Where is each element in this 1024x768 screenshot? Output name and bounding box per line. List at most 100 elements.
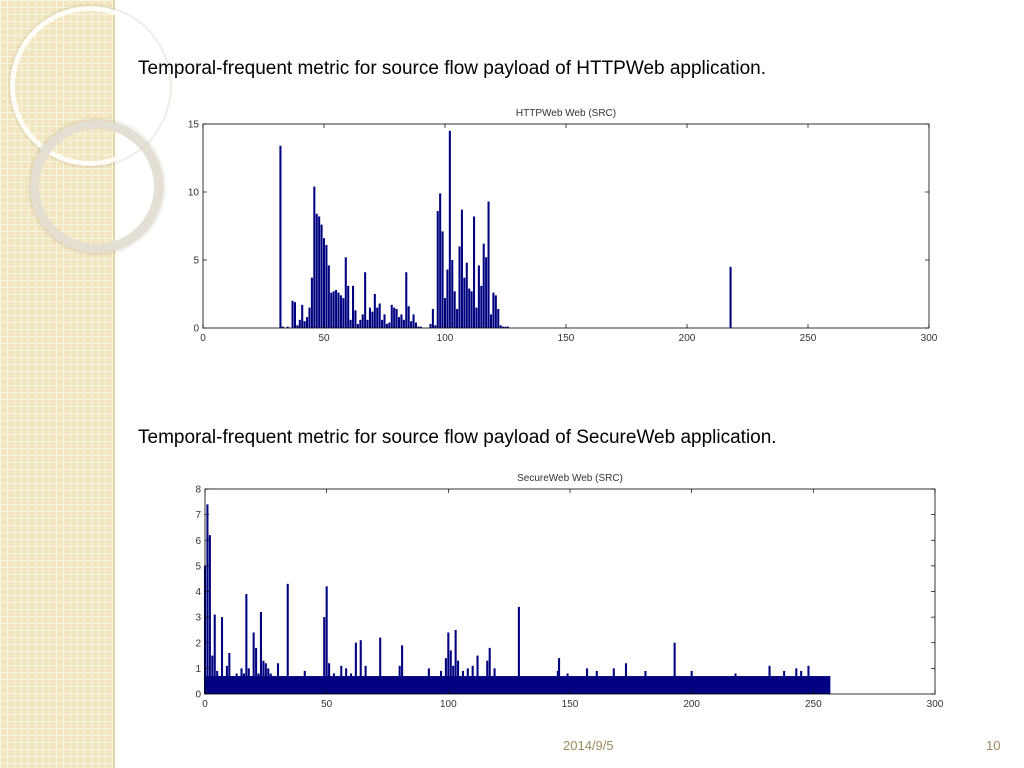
httpweb-bar-84 — [494, 295, 497, 328]
secureweb-bar-36 — [345, 668, 348, 694]
secureweb-bar-28 — [276, 663, 280, 694]
httpweb-bar-1 — [281, 326, 284, 328]
httpweb-xtick-label-150: 150 — [558, 333, 575, 344]
secureweb-bar-1 — [206, 504, 209, 694]
secureweb-bar-31 — [323, 617, 326, 694]
secureweb-bar-74 — [800, 670, 803, 694]
httpweb-bar-25 — [344, 257, 347, 328]
secureweb-bar-55 — [476, 655, 479, 694]
secureweb-bar-23 — [259, 612, 263, 694]
httpweb-bar-54 — [414, 322, 417, 328]
httpweb-bar-43 — [388, 322, 391, 328]
secureweb-figure-background — [178, 467, 948, 714]
secureweb-bar-75 — [807, 665, 810, 694]
httpweb-xtick-label-300: 300 — [921, 333, 938, 344]
httpweb-bar-44 — [390, 304, 393, 328]
secureweb-bar-21 — [255, 647, 258, 694]
secureweb-bar-70 — [734, 673, 737, 694]
httpweb-xtick-label-50: 50 — [318, 333, 330, 344]
secureweb-bar-5 — [216, 670, 219, 694]
secureweb-bar-12 — [233, 678, 236, 694]
httpweb-bar-47 — [397, 317, 401, 328]
secureweb-bar-66 — [624, 663, 628, 694]
secureweb-bar-45 — [439, 670, 443, 694]
httpweb-bar-10 — [308, 307, 311, 328]
httpweb-bar-78 — [480, 285, 483, 328]
secureweb-bar-73 — [795, 668, 798, 694]
secureweb-bar-27 — [269, 673, 272, 694]
httpweb-bar-12 — [313, 186, 316, 328]
httpweb-bar-79 — [482, 243, 485, 328]
httpweb-bar-36 — [371, 311, 374, 328]
secureweb-bar-14 — [238, 678, 241, 694]
httpweb-ytick-label-5: 5 — [193, 256, 199, 267]
secureweb-bar-33 — [328, 663, 331, 694]
httpweb-bar-15 — [320, 224, 323, 328]
httpweb-ytick-label-15: 15 — [188, 120, 200, 131]
httpweb-bar-55 — [417, 326, 420, 328]
secureweb-bar-42 — [398, 665, 401, 694]
secureweb-bar-59 — [517, 606, 520, 694]
chart2-caption: Temporal-frequent metric for source flow… — [138, 427, 777, 448]
httpweb-bar-3 — [291, 300, 294, 328]
decorative-ring-small — [30, 120, 163, 253]
secureweb-bar-4 — [213, 614, 216, 694]
side-panel-border — [113, 0, 115, 768]
httpweb-title: HTTPWeb Web (SRC) — [516, 108, 616, 119]
httpweb-bar-23 — [339, 295, 342, 328]
secureweb-bar-39 — [359, 640, 362, 694]
secureweb-bar-10 — [228, 653, 231, 694]
httpweb-bar-49 — [402, 319, 405, 328]
secureweb-bar-20 — [252, 632, 255, 694]
secureweb-bar-47 — [447, 632, 450, 694]
secureweb-ytick-label-8: 8 — [195, 485, 201, 496]
secureweb-bar-61 — [558, 658, 561, 694]
httpweb-bar-11 — [310, 277, 313, 328]
httpweb-ytick-label-10: 10 — [188, 188, 200, 199]
secureweb-bar-37 — [349, 673, 353, 694]
httpweb-bar-65 — [448, 130, 451, 328]
httpweb-bar-70 — [460, 209, 463, 328]
secureweb-bar-52 — [461, 670, 464, 694]
httpweb-bar-89 — [506, 326, 509, 328]
secureweb-bar-69 — [690, 670, 693, 694]
httpweb-figure-background — [175, 102, 943, 348]
httpweb-bar-4 — [293, 302, 296, 328]
httpweb-xtick-label-100: 100 — [437, 333, 454, 344]
httpweb-bar-57 — [429, 323, 432, 328]
httpweb-bar-60 — [436, 211, 439, 328]
secureweb-bar-26 — [267, 668, 270, 694]
secureweb-baseline-bars — [205, 676, 831, 694]
httpweb-bar-85 — [497, 308, 500, 328]
secureweb-ytick-label-0: 0 — [195, 690, 201, 701]
secureweb-bar-60 — [556, 670, 559, 694]
secureweb-bar-48 — [449, 650, 452, 694]
httpweb-bar-27 — [349, 319, 352, 328]
httpweb-bar-58 — [431, 308, 434, 328]
httpweb-bar-64 — [446, 269, 449, 328]
httpweb-bar-74 — [470, 291, 473, 328]
httpweb-bar-71 — [463, 277, 466, 328]
secureweb-bar-13 — [235, 673, 238, 694]
httpweb-bar-31 — [359, 319, 362, 328]
httpweb-bar-80 — [485, 257, 488, 328]
secureweb-bar-11 — [230, 676, 233, 694]
httpweb-bar-24 — [342, 298, 345, 328]
secureweb-title: SecureWeb Web (SRC) — [517, 473, 623, 484]
secureweb-bar-16 — [242, 673, 245, 694]
secureweb-bar-71 — [768, 665, 771, 694]
secureweb-bar-18 — [247, 668, 250, 694]
httpweb-bar-40 — [381, 319, 384, 328]
httpweb-bar-33 — [364, 272, 367, 328]
httpweb-bar-50 — [405, 272, 408, 328]
footer-page-number: 10 — [986, 738, 1001, 753]
secureweb-bar-64 — [595, 670, 598, 694]
secureweb-bar-38 — [354, 642, 357, 694]
httpweb-bar-2 — [286, 326, 289, 328]
httpweb-bar-81 — [487, 201, 490, 328]
httpweb-xtick-label-200: 200 — [679, 333, 696, 344]
secureweb-bar-15 — [240, 668, 243, 694]
secureweb-bar-49 — [452, 665, 455, 694]
secureweb-xtick-label-50: 50 — [321, 699, 333, 710]
secureweb-xtick-label-0: 0 — [202, 699, 208, 710]
